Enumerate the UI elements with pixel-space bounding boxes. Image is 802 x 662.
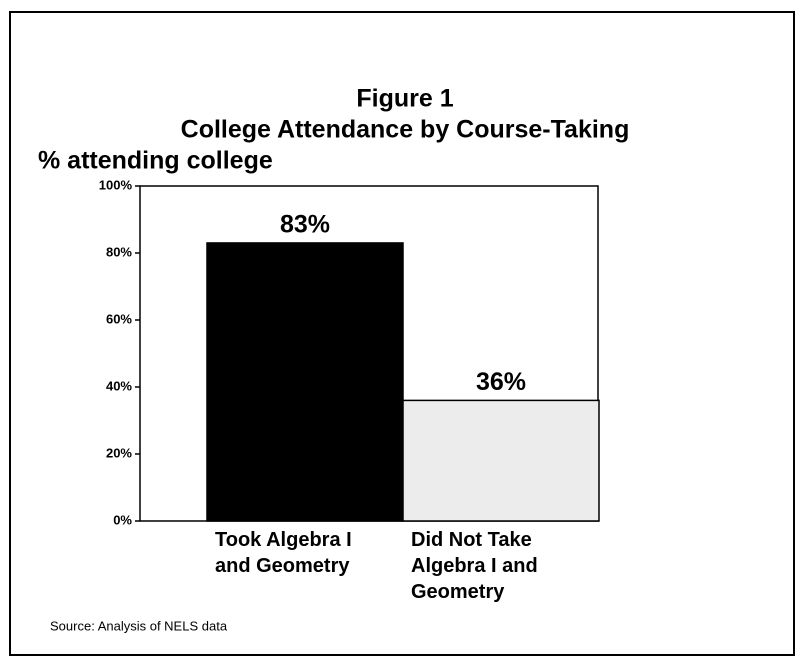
bar [206, 242, 404, 522]
x-tick-label: Did Not Take Algebra I and Geometry [411, 529, 538, 603]
source-note: Source: Analysis of NELS data [50, 618, 228, 633]
value-label: 83% [280, 211, 330, 239]
x-tick-label: Took Algebra I and Geometry [215, 529, 352, 577]
value-label: 36% [476, 368, 526, 396]
chart-subtitle: College Attendance by Course-Taking [181, 116, 630, 144]
frame [9, 11, 795, 656]
y-tick-label: 80% [106, 244, 132, 259]
chart-title: Figure 1 [356, 85, 453, 113]
y-tick-label: 60% [106, 311, 132, 326]
y-axis-label: % attending college [38, 147, 273, 175]
bar [402, 399, 600, 522]
y-tick-label: 40% [106, 378, 132, 393]
y-tick-label: 20% [106, 445, 132, 460]
y-tick-label: 100% [99, 177, 133, 192]
y-tick-label: 0% [113, 512, 132, 527]
